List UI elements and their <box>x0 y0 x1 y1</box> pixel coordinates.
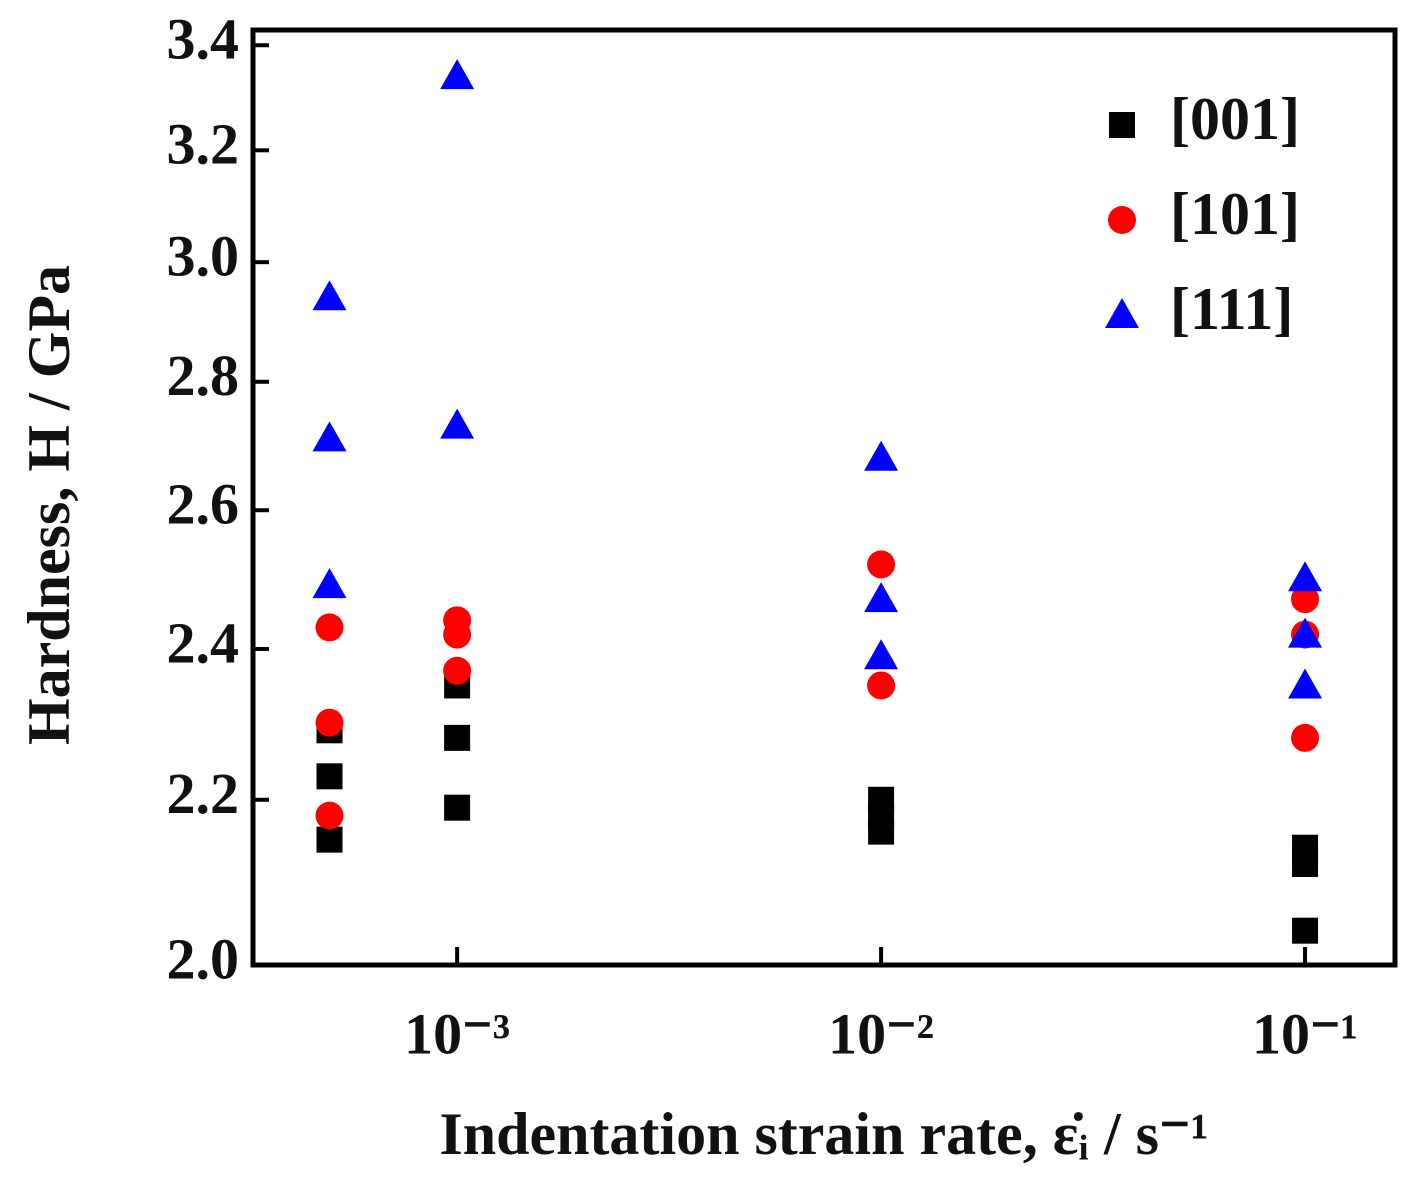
marker-circle <box>1291 585 1320 614</box>
plot-frame <box>250 27 1398 968</box>
marker-triangle <box>864 582 899 613</box>
marker-triangle <box>864 639 899 670</box>
marker-triangle <box>312 280 347 311</box>
y-tick-label: 2.4 <box>167 610 240 675</box>
marker-circle <box>1108 206 1136 234</box>
x-tick-label: 10⁻³ <box>404 1001 510 1066</box>
x-tick-label: 10⁻² <box>828 1001 934 1066</box>
y-tick-label: 3.0 <box>167 223 240 288</box>
legend-label: [111] <box>1170 276 1293 342</box>
marker-triangle <box>1288 561 1323 592</box>
marker-square <box>868 818 895 845</box>
y-tick-label: 3.2 <box>167 112 240 177</box>
marker-square <box>1109 112 1135 138</box>
marker-triangle <box>1288 617 1323 648</box>
marker-square <box>316 763 343 790</box>
marker-square <box>1292 917 1319 944</box>
y-tick-label: 2.2 <box>167 761 240 826</box>
marker-circle <box>315 801 344 830</box>
y-tick-label: 2.0 <box>167 926 240 991</box>
x-axis-label: Indentation strain rate, ε̇ᵢ / s⁻¹ <box>439 1101 1208 1167</box>
marker-circle <box>315 613 344 642</box>
y-tick-label: 2.8 <box>167 343 240 408</box>
marker-triangle <box>312 568 347 599</box>
marker-circle <box>1291 723 1320 752</box>
marker-square <box>444 724 471 751</box>
marker-triangle <box>440 59 475 90</box>
marker-circle <box>443 656 472 685</box>
marker-circle <box>315 708 344 737</box>
legend-label: [101] <box>1170 181 1300 247</box>
legend-label: [001] <box>1170 86 1300 152</box>
marker-circle <box>867 550 896 579</box>
y-axis-label: Hardness, H / GPa <box>16 265 82 745</box>
marker-triangle <box>440 408 475 439</box>
marker-square <box>1292 850 1319 877</box>
x-tick-label: 10⁻¹ <box>1252 1001 1358 1066</box>
marker-square <box>316 826 343 853</box>
y-tick-label: 2.6 <box>167 472 240 537</box>
marker-triangle <box>1288 668 1323 699</box>
y-tick-label: 3.4 <box>167 7 240 72</box>
marker-square <box>444 794 471 821</box>
marker-triangle <box>312 421 347 452</box>
marker-circle <box>443 620 472 649</box>
marker-circle <box>867 671 896 700</box>
marker-triangle <box>1105 298 1139 328</box>
marker-triangle <box>864 440 899 471</box>
